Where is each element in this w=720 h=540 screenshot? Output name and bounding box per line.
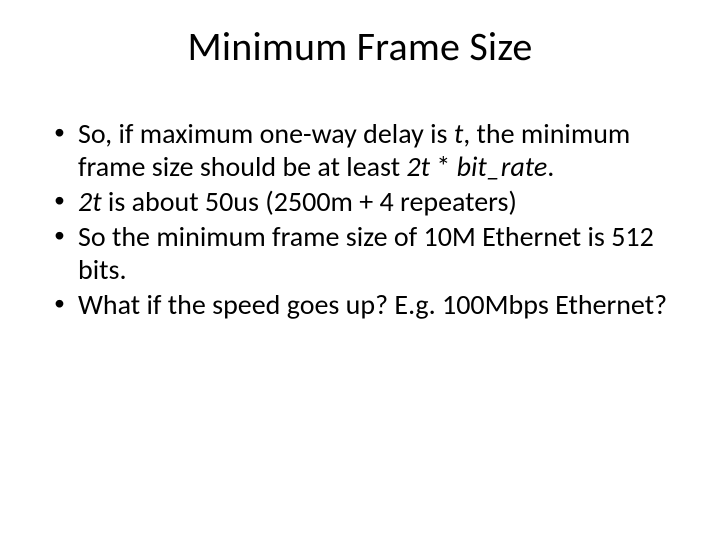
text-run: is about 50us (2500m + 4 repeaters) <box>102 184 517 219</box>
italic-run: 2t <box>78 184 102 219</box>
text-run: So the minimum frame size of 10M Etherne… <box>78 219 654 287</box>
italic-run: t <box>454 116 463 151</box>
slide-title: Minimum Frame Size <box>48 22 672 71</box>
list-item: So, if maximum one-way delay is t, the m… <box>48 117 672 183</box>
italic-run: bit_rate <box>457 149 548 184</box>
slide: Minimum Frame Size So, if maximum one-wa… <box>0 0 720 540</box>
text-run: What if the speed goes up? E.g. 100Mbps … <box>78 287 667 322</box>
list-item: So the minimum frame size of 10M Etherne… <box>48 220 672 286</box>
text-run: So, if maximum one-way delay is <box>78 116 454 151</box>
text-run: * <box>430 149 457 184</box>
list-item: What if the speed goes up? E.g. 100Mbps … <box>48 288 672 321</box>
list-item: 2t is about 50us (2500m + 4 repeaters) <box>48 185 672 218</box>
bullet-list: So, if maximum one-way delay is t, the m… <box>48 117 672 321</box>
italic-run: 2t <box>406 149 430 184</box>
text-run: . <box>547 149 554 184</box>
